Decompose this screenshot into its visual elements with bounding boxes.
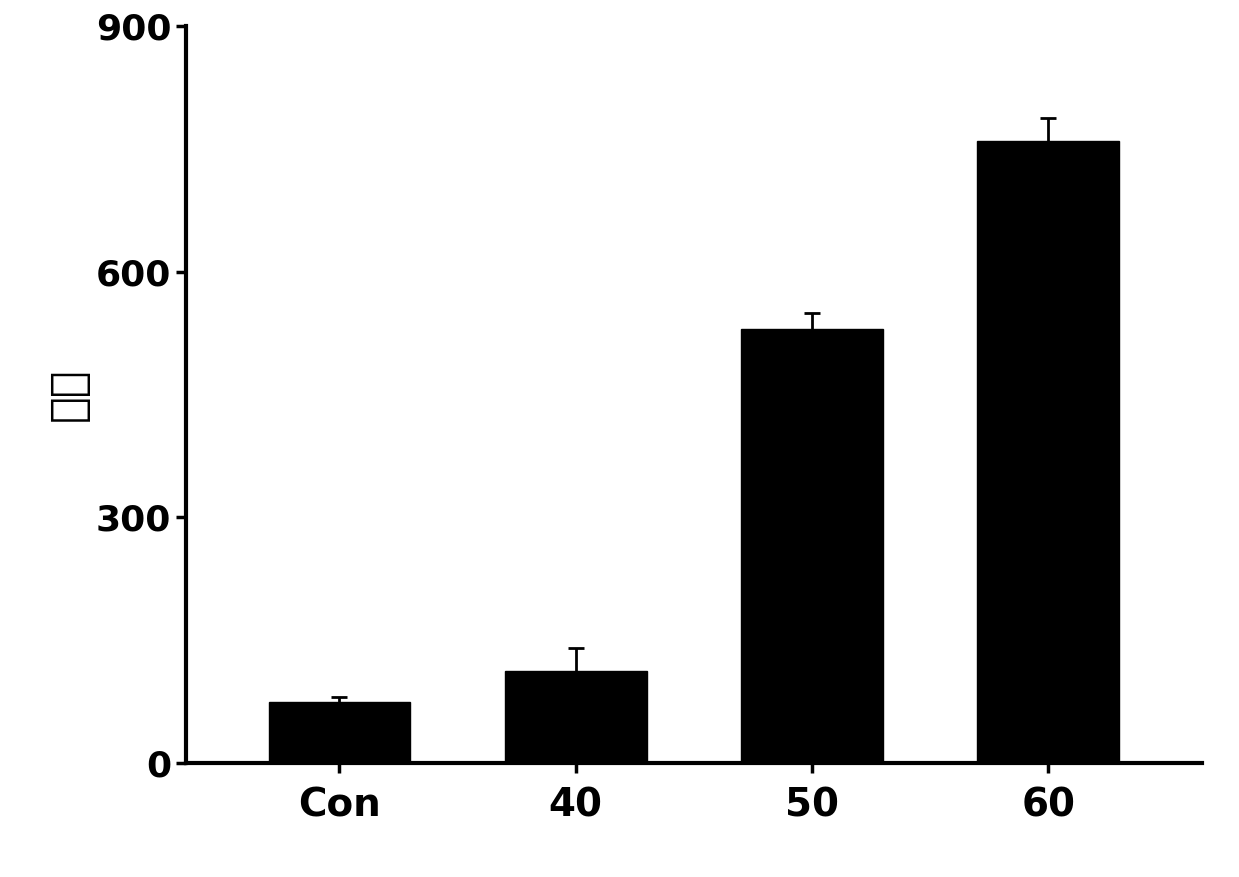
Y-axis label: 硬度: 硬度 xyxy=(47,367,90,422)
Bar xyxy=(978,141,1119,763)
Bar xyxy=(504,671,647,763)
Bar xyxy=(741,329,883,763)
Bar xyxy=(269,702,410,763)
